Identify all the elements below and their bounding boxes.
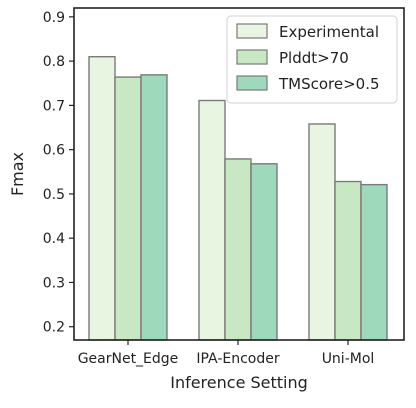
y-tick-label: 0.8	[43, 54, 65, 70]
x-tick-label: IPA-Encoder	[196, 351, 279, 367]
y-tick-label: 0.4	[43, 231, 65, 247]
bar-1-3	[308, 123, 336, 341]
bar-2-2	[224, 158, 252, 341]
legend-box	[226, 15, 398, 104]
bar-1-1	[88, 55, 116, 341]
legend-swatch-2	[236, 49, 268, 65]
legend-label-3: TMScore>0.5	[278, 75, 380, 93]
y-tick-label: 0.9	[43, 10, 65, 26]
bar-2-3	[334, 180, 362, 341]
bars-layer	[88, 55, 388, 341]
y-tick-label: 0.7	[43, 98, 65, 114]
legend: Experimental Plddt>70 TMScore>0.5	[226, 15, 398, 104]
y-tick-label: 0.2	[43, 320, 65, 336]
x-tick-label: GearNet_Edge	[78, 351, 179, 367]
bar-3-3	[360, 183, 388, 341]
x-axis-label: Inference Setting	[170, 373, 308, 392]
legend-label-1: Experimental	[279, 23, 379, 41]
bar-3-1	[140, 74, 168, 341]
y-axis-ticks: 0.2 0.3 0.4 0.5 0.6 0.7 0.8 0.9	[43, 10, 74, 336]
y-tick-label: 0.5	[43, 187, 65, 203]
bar-3-2	[250, 163, 278, 341]
y-tick-label: 0.6	[43, 143, 65, 159]
x-axis-ticks: GearNet_Edge IPA-Encoder Uni-Mol	[78, 340, 375, 367]
legend-swatch-1	[236, 23, 268, 39]
legend-swatch-3	[236, 75, 268, 91]
y-axis-label: Fmax	[8, 152, 27, 196]
x-tick-label: Uni-Mol	[322, 351, 375, 367]
bar-1-2	[198, 99, 226, 341]
y-tick-label: 0.3	[43, 275, 65, 291]
plot-frame	[73, 7, 405, 341]
legend-label-2: Plddt>70	[279, 49, 349, 67]
bar-2-1	[114, 76, 142, 341]
